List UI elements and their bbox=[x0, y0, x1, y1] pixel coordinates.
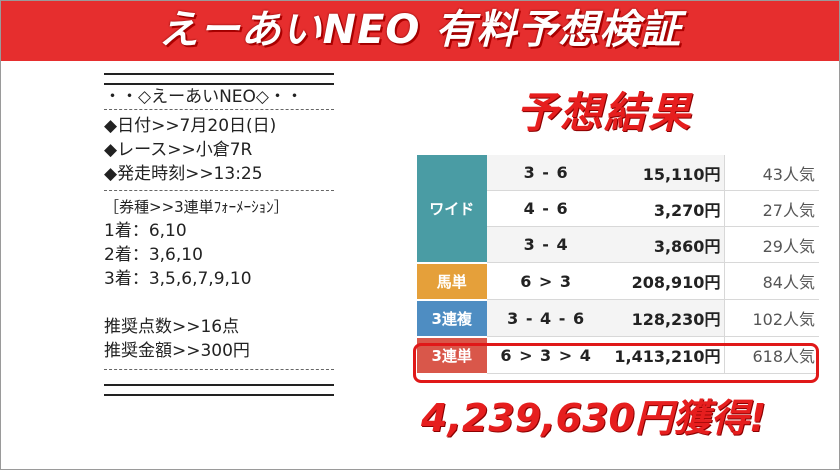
bet-type-sanrentan: 3連単 bbox=[417, 336, 487, 375]
ticket-third-place: 3着：3,5,6,7,9,10 bbox=[104, 269, 252, 289]
payout-cell: 128,230円 bbox=[605, 299, 725, 337]
table-row: 3連単 6 > 3 > 4 1,413,210円 618人気 bbox=[417, 336, 819, 375]
popularity-cell: 84人気 bbox=[724, 262, 819, 300]
title-banner: えーあいNEO 有料予想検証 bbox=[1, 1, 839, 61]
ticket-second-place: 2着：3,6,10 bbox=[104, 245, 203, 265]
combo-cell: 6 > 3 bbox=[486, 262, 606, 300]
winning-row-highlight bbox=[413, 343, 819, 383]
ticket-date: ◆日付>>7月20日(日) bbox=[104, 116, 277, 136]
popularity-cell: 29人気 bbox=[724, 226, 819, 263]
ticket-spacer bbox=[104, 291, 334, 315]
ticket-points: 推奨点数>>16点 bbox=[104, 317, 240, 337]
payout-cell: 3,860円 bbox=[605, 226, 725, 263]
popularity-cell: 102人気 bbox=[724, 299, 819, 337]
ticket-bet-type: ［券種>>3連単ﾌｫｰﾒｰｼｮﾝ］ bbox=[104, 198, 289, 216]
combo-cell: 6 > 3 > 4 bbox=[486, 336, 606, 374]
table-row: 3連複 3 - 4 - 6 128,230円 102人気 bbox=[417, 299, 819, 338]
combo-cell: 4 - 6 bbox=[486, 190, 606, 227]
payout-cell: 3,270円 bbox=[605, 190, 725, 227]
popularity-cell: 43人気 bbox=[724, 155, 819, 191]
ticket-amount: 推奨金額>>300円 bbox=[104, 341, 250, 361]
results-table: ワイド 3 - 6 15,110円 43人気 4 - 6 3,270円 27人気… bbox=[417, 155, 819, 375]
prediction-ticket: ・・◇えーあいNEO◇・・ ◆日付>>7月20日(日) ◆レース>>小倉7R ◆… bbox=[104, 73, 334, 396]
ticket-dashed-rule bbox=[104, 369, 334, 370]
payout-cell: 15,110円 bbox=[605, 155, 725, 191]
combo-cell: 3 - 6 bbox=[486, 155, 606, 191]
table-row: 3 - 4 3,860円 29人気 bbox=[417, 226, 819, 263]
ticket-double-rule-bottom bbox=[104, 384, 334, 396]
combo-cell: 3 - 4 bbox=[486, 226, 606, 263]
ticket-race: ◆レース>>小倉7R bbox=[104, 140, 253, 160]
popularity-cell: 27人気 bbox=[724, 190, 819, 227]
ticket-dashed-rule bbox=[104, 190, 334, 191]
ticket-header: ・・◇えーあいNEO◇・・ bbox=[104, 87, 303, 107]
total-winnings: 4,239,630円獲得! bbox=[421, 396, 767, 440]
table-row: ワイド 3 - 6 15,110円 43人気 bbox=[417, 155, 819, 264]
banner-title: えーあいNEO 有料予想検証 bbox=[158, 7, 682, 53]
bet-type-sanrenpuku: 3連複 bbox=[417, 299, 487, 338]
payout-cell: 208,910円 bbox=[605, 262, 725, 300]
bet-type-wide: ワイド bbox=[417, 155, 487, 264]
ticket-double-rule-top bbox=[104, 73, 334, 85]
table-row: 馬単 6 > 3 208,910円 84人気 bbox=[417, 262, 819, 301]
combo-cell: 3 - 4 - 6 bbox=[486, 299, 606, 337]
ticket-first-place: 1着：6,10 bbox=[104, 221, 187, 241]
ticket-start-time: ◆発走時刻>>13:25 bbox=[104, 164, 263, 184]
popularity-cell: 618人気 bbox=[724, 336, 819, 374]
ticket-dashed-rule bbox=[104, 109, 334, 110]
results-title: 予想結果 bbox=[516, 88, 693, 137]
payout-cell: 1,413,210円 bbox=[605, 336, 725, 374]
bet-type-umatan: 馬単 bbox=[417, 262, 487, 301]
table-row: 4 - 6 3,270円 27人気 bbox=[417, 190, 819, 227]
